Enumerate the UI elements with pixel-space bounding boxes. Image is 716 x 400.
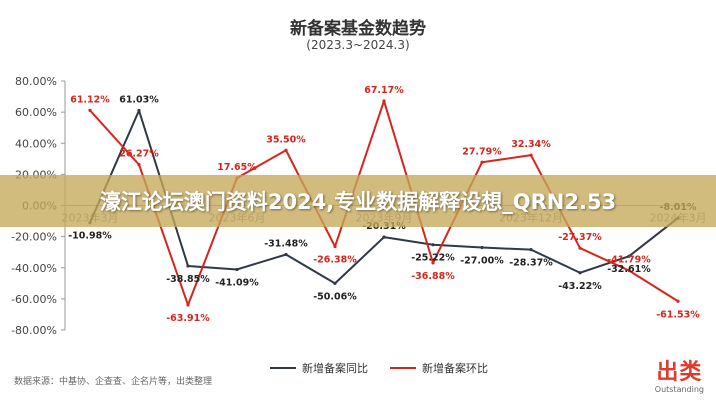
data-point <box>137 163 141 167</box>
data-point <box>431 261 435 265</box>
data-label: 61.12% <box>70 94 110 105</box>
data-point <box>578 271 582 275</box>
legend-label-mom: 新增备案环比 <box>422 362 488 375</box>
data-label: 35.50% <box>266 134 306 145</box>
data-point <box>431 243 435 247</box>
data-label: -26.38% <box>313 255 357 266</box>
data-point <box>186 264 190 268</box>
brand-logo: 出类 Outstanding <box>655 362 704 394</box>
chart-title: 新备案基金数趋势 <box>290 19 426 39</box>
data-point <box>235 267 239 272</box>
data-point <box>627 268 631 273</box>
data-label: 61.03% <box>119 95 159 106</box>
legend-item-yoy: 新增备案同比 <box>270 360 368 376</box>
data-point <box>529 248 533 252</box>
legend-label-yoy: 新增备案同比 <box>302 362 368 375</box>
data-label: -25.22% <box>411 253 455 264</box>
data-label: -63.91% <box>166 313 210 324</box>
data-label: -43.22% <box>558 281 602 292</box>
data-label: -28.37% <box>509 258 553 269</box>
data-label: -41.79% <box>607 255 651 266</box>
data-point <box>186 303 190 307</box>
data-label: 17.65% <box>217 162 257 173</box>
data-point <box>382 235 386 239</box>
data-point <box>382 99 386 103</box>
data-label: 32.34% <box>511 139 551 150</box>
y-tick-label: 60.00% <box>15 106 57 119</box>
data-label: -27.37% <box>558 232 602 243</box>
data-label: 67.17% <box>364 85 404 96</box>
legend-item-mom: 新增备案环比 <box>390 360 488 376</box>
data-label: -36.88% <box>411 271 455 282</box>
overlay-banner: 濠江论坛澳门资料2024,专业数据解释设想_QRN2.53 <box>0 175 716 227</box>
data-point <box>529 153 533 157</box>
overlay-banner-text: 濠江论坛澳门资料2024,专业数据解释设想_QRN2.53 <box>99 190 617 214</box>
data-label: 27.79% <box>462 146 502 157</box>
data-point <box>480 245 484 250</box>
data-source-note: 数据来源：中基协、企查查、企名片等，出类整理 <box>14 377 213 387</box>
chart-subtitle: (2023.3~2024.3) <box>306 38 410 52</box>
y-tick-label: -20.00% <box>11 231 57 244</box>
data-label: -50.06% <box>313 291 357 302</box>
data-point <box>676 299 680 303</box>
y-tick-label: -60.00% <box>11 293 57 306</box>
data-point <box>137 108 141 113</box>
data-label: -31.48% <box>264 238 308 249</box>
data-point <box>333 244 337 249</box>
data-point <box>333 281 337 286</box>
data-label: -38.85% <box>166 274 210 285</box>
data-point <box>284 252 288 257</box>
brand-logo-subtext: Outstanding <box>654 385 704 394</box>
data-point <box>284 148 288 152</box>
legend-swatch-mom <box>390 367 416 369</box>
data-label: -27.00% <box>460 256 504 267</box>
data-label: 26.27% <box>119 149 159 160</box>
data-point <box>627 254 631 258</box>
data-label: -61.53% <box>656 309 700 320</box>
data-label: -41.09% <box>215 277 259 288</box>
y-tick-label: -40.00% <box>11 262 57 275</box>
legend-swatch-yoy <box>270 367 296 369</box>
y-tick-label: -80.00% <box>11 324 57 337</box>
y-tick-label: 80.00% <box>15 75 57 88</box>
data-label: -10.98% <box>68 231 112 242</box>
brand-logo-text: 出类 <box>656 360 703 385</box>
chart-legend: 新增备案同比 新增备案环比 <box>270 360 488 376</box>
data-point <box>480 160 484 164</box>
data-label: -32.61% <box>607 264 651 275</box>
data-point <box>88 108 92 112</box>
data-point <box>578 246 582 250</box>
y-tick-label: 40.00% <box>15 137 57 150</box>
